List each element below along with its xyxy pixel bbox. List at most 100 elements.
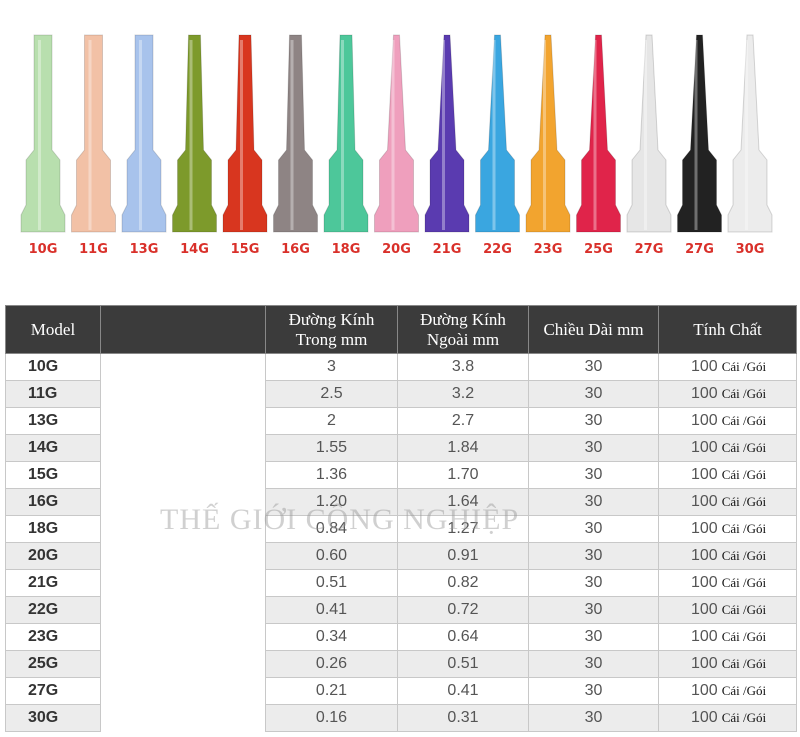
tip-16G: 16G	[273, 34, 318, 257]
blank-cell	[100, 569, 266, 597]
tip-22G: 22G	[475, 34, 520, 257]
tip-label: 20G	[382, 242, 411, 257]
quantity: 100	[691, 412, 718, 429]
unit: Cái /Gói	[721, 548, 767, 563]
outer-diameter-cell: 0.31	[397, 704, 529, 732]
tip-10G: 10G	[20, 34, 66, 257]
blank-cell	[100, 650, 266, 678]
properties-cell: 100 Cái /Gói	[658, 650, 797, 678]
blank-cell	[100, 434, 266, 462]
unit: Cái /Gói	[721, 467, 767, 482]
properties-cell: 100 Cái /Gói	[658, 596, 797, 624]
tip-body	[475, 34, 520, 233]
model-cell: 20G	[5, 542, 101, 570]
properties-cell: 100 Cái /Gói	[658, 461, 797, 489]
tip-body	[172, 34, 217, 233]
tip-label: 27G	[635, 242, 664, 257]
inner-diameter-cell: 0.60	[265, 542, 398, 570]
header-blank	[100, 305, 266, 354]
inner-diameter-cell: 0.41	[265, 596, 398, 624]
outer-diameter-cell: 0.72	[397, 596, 529, 624]
quantity: 100	[691, 520, 718, 537]
table-row: 27G 0.21 0.41 30 100 Cái /Gói	[5, 677, 797, 705]
tip-highlight	[593, 40, 597, 230]
inner-diameter-cell: 0.84	[265, 515, 398, 543]
tip-highlight	[391, 40, 395, 230]
outer-diameter-cell: 1.84	[397, 434, 529, 462]
properties-cell: 100 Cái /Gói	[658, 542, 797, 570]
outer-diameter-cell: 0.82	[397, 569, 529, 597]
tip-body	[677, 34, 722, 233]
inner-diameter-cell: 0.16	[265, 704, 398, 732]
tip-highlight	[745, 40, 748, 230]
model-cell: 14G	[5, 434, 101, 462]
tip-25G: 25G	[576, 34, 621, 257]
blank-cell	[100, 407, 266, 435]
model-cell: 13G	[5, 407, 101, 435]
model-cell: 16G	[5, 488, 101, 516]
properties-cell: 100 Cái /Gói	[658, 704, 797, 732]
unit: Cái /Gói	[721, 494, 767, 509]
tip-15G: 15G	[222, 34, 268, 257]
length-cell: 30	[528, 542, 659, 570]
quantity: 100	[691, 709, 718, 726]
table-row: 18G 0.84 1.27 30 100 Cái /Gói	[5, 515, 797, 543]
length-cell: 30	[528, 623, 659, 651]
model-cell: 22G	[5, 596, 101, 624]
table-row: 20G 0.60 0.91 30 100 Cái /Gói	[5, 542, 797, 570]
length-cell: 30	[528, 650, 659, 678]
model-cell: 18G	[5, 515, 101, 543]
tip-highlight	[88, 40, 92, 230]
tip-30G: 30G	[727, 34, 773, 257]
tip-13G: 13G	[121, 34, 167, 257]
tip-body	[323, 34, 369, 233]
blank-cell	[100, 596, 266, 624]
tip-14G: 14G	[172, 34, 217, 257]
tip-18G: 18G	[323, 34, 369, 257]
blank-cell	[100, 353, 266, 381]
unit: Cái /Gói	[721, 575, 767, 590]
inner-diameter-cell: 0.21	[265, 677, 398, 705]
tip-label: 21G	[433, 242, 462, 257]
model-cell: 25G	[5, 650, 101, 678]
unit: Cái /Gói	[721, 386, 767, 401]
inner-diameter-cell: 3	[265, 353, 398, 381]
model-cell: 11G	[5, 380, 101, 408]
header-outer-diameter: Đường Kính Ngoài mm	[397, 305, 529, 354]
table-row: 11G 2.5 3.2 30 100 Cái /Gói	[5, 380, 797, 408]
table-row: 23G 0.34 0.64 30 100 Cái /Gói	[5, 623, 797, 651]
unit: Cái /Gói	[721, 656, 767, 671]
tip-label: 22G	[483, 242, 512, 257]
model-cell: 10G	[5, 353, 101, 381]
inner-diameter-cell: 1.55	[265, 434, 398, 462]
model-cell: 21G	[5, 569, 101, 597]
blank-cell	[100, 623, 266, 651]
quantity: 100	[691, 547, 718, 564]
length-cell: 30	[528, 353, 659, 381]
table-row: 22G 0.41 0.72 30 100 Cái /Gói	[5, 596, 797, 624]
dispensing-tips-image: 10G 11G 13G 14G 15G 16G 18G 20G 21G 22G 23G 25G 27G 2…	[20, 34, 773, 257]
outer-diameter-cell: 0.91	[397, 542, 529, 570]
model-cell: 27G	[5, 677, 101, 705]
length-cell: 30	[528, 704, 659, 732]
properties-cell: 100 Cái /Gói	[658, 488, 797, 516]
unit: Cái /Gói	[721, 710, 767, 725]
tip-label: 14G	[180, 242, 209, 257]
properties-cell: 100 Cái /Gói	[658, 515, 797, 543]
inner-diameter-cell: 1.36	[265, 461, 398, 489]
tip-20G: 20G	[374, 34, 419, 257]
table-row: 13G 2 2.7 30 100 Cái /Gói	[5, 407, 797, 435]
table-row: 30G 0.16 0.31 30 100 Cái /Gói	[5, 704, 797, 732]
blank-cell	[100, 515, 266, 543]
properties-cell: 100 Cái /Gói	[658, 353, 797, 381]
length-cell: 30	[528, 461, 659, 489]
outer-diameter-cell: 0.41	[397, 677, 529, 705]
unit: Cái /Gói	[721, 359, 767, 374]
table-row: 25G 0.26 0.51 30 100 Cái /Gói	[5, 650, 797, 678]
tip-21G: 21G	[424, 34, 470, 257]
tip-body	[273, 34, 318, 233]
tip-label: 25G	[584, 242, 613, 257]
unit: Cái /Gói	[721, 521, 767, 536]
table-row: 10G 3 3.8 30 100 Cái /Gói	[5, 353, 797, 381]
tip-body	[626, 34, 672, 233]
